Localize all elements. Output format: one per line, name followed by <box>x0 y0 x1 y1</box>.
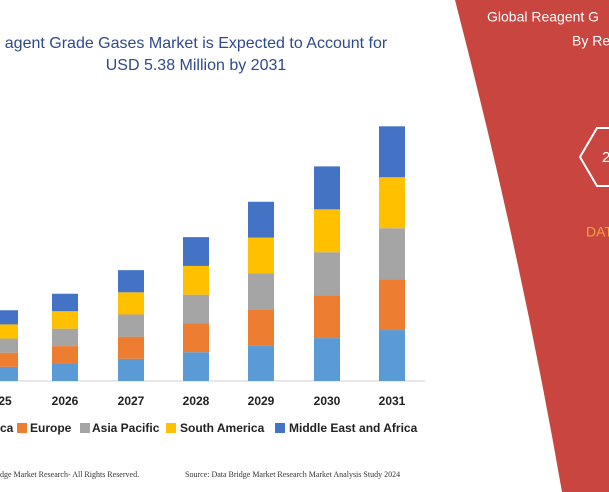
legend-swatch <box>166 423 176 433</box>
bar-segment <box>52 328 78 347</box>
bar-segment <box>183 265 209 295</box>
bar-segment <box>248 201 274 238</box>
bar-segment <box>248 237 274 274</box>
bar-segment <box>379 228 405 280</box>
legend-label: Middle East and Africa <box>289 421 418 435</box>
bar-segment <box>248 309 274 346</box>
legend-swatch <box>17 423 27 433</box>
legend-label: Asia Pacific <box>92 421 160 435</box>
bar-segment <box>52 363 78 381</box>
legend-swatch <box>275 423 285 433</box>
bar-segment <box>118 292 144 315</box>
bar-segment <box>0 310 18 325</box>
bar-segment <box>314 295 340 339</box>
badge-text: 2 <box>602 149 609 166</box>
panel-heading: By Re <box>572 33 609 49</box>
bar-segment <box>52 311 78 329</box>
bar-segment <box>52 346 78 364</box>
bar-segment <box>118 314 144 337</box>
plot: 25 2026 2027 2028 2029 2030 2031 <box>0 126 406 408</box>
legend-label: ca <box>0 421 14 435</box>
bar-segment <box>0 338 18 353</box>
x-tick-label: 2031 <box>379 394 406 408</box>
side-panel <box>455 0 609 492</box>
bar-segment <box>118 358 144 381</box>
bar-segment <box>52 293 78 312</box>
bar-segment <box>314 166 340 210</box>
legend-swatch <box>80 423 90 433</box>
bar-segment <box>314 252 340 296</box>
chart-subtitle: USD 5.38 Million by 2031 <box>106 57 287 74</box>
bar-segment <box>314 209 340 253</box>
legend-label: Europe <box>30 421 72 435</box>
bar-segment <box>0 352 18 367</box>
footer-right: Source: Data Bridge Market Research Mark… <box>185 470 400 479</box>
panel-heading: Global Reagent G <box>487 9 599 25</box>
chart-title: agent Grade Gases Market is Expected to … <box>5 35 388 52</box>
x-tick-label: 2026 <box>52 394 79 408</box>
legend: ca Europe Asia Pacific South America Middle … <box>0 421 418 435</box>
bar-segment <box>248 273 274 310</box>
x-tick-label: 2027 <box>118 394 145 408</box>
bar-segment <box>314 338 340 381</box>
x-tick-label: 25 <box>0 394 12 408</box>
bar-segment <box>183 352 209 381</box>
footer-left: dge Market Research- All Rights Reserved… <box>0 470 139 479</box>
bar-segment <box>379 126 405 178</box>
bar-segment <box>379 279 405 331</box>
panel-brand: DAT <box>586 224 609 240</box>
bar-segment <box>379 330 405 381</box>
bar-segment <box>183 237 209 266</box>
x-tick-label: 2030 <box>314 394 341 408</box>
x-tick-label: 2029 <box>248 394 275 408</box>
bar-segment <box>183 323 209 353</box>
bar-segment <box>0 324 18 339</box>
bar-segment <box>118 336 144 359</box>
bar-segment <box>0 366 18 381</box>
bar-segment <box>118 270 144 293</box>
legend-label: South America <box>180 421 265 435</box>
bar-segment <box>379 177 405 229</box>
x-tick-label: 2028 <box>183 394 210 408</box>
bar-segment <box>183 294 209 324</box>
bar-segment <box>248 345 274 381</box>
